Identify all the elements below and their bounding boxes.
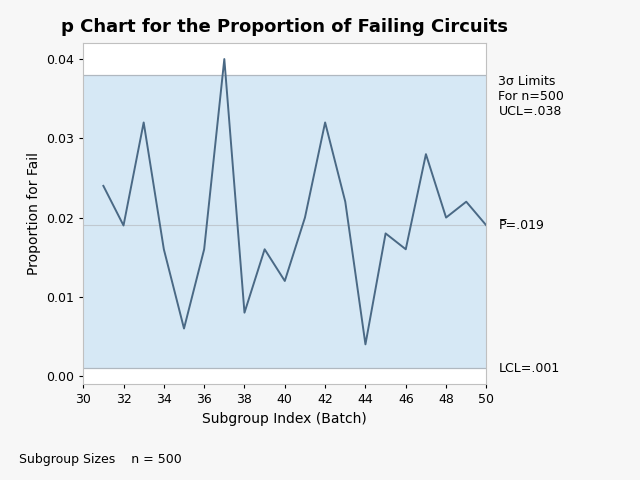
Text: P̅=.019: P̅=.019 bbox=[499, 219, 545, 232]
Text: LCL=.001: LCL=.001 bbox=[499, 361, 560, 375]
Text: Subgroup Sizes    n = 500: Subgroup Sizes n = 500 bbox=[19, 453, 182, 466]
Title: p Chart for the Proportion of Failing Circuits: p Chart for the Proportion of Failing Ci… bbox=[61, 18, 508, 36]
X-axis label: Subgroup Index (Batch): Subgroup Index (Batch) bbox=[202, 411, 367, 426]
Y-axis label: Proportion for Fail: Proportion for Fail bbox=[27, 152, 40, 275]
Text: 3σ Limits
For n=500
UCL=.038: 3σ Limits For n=500 UCL=.038 bbox=[499, 75, 564, 118]
